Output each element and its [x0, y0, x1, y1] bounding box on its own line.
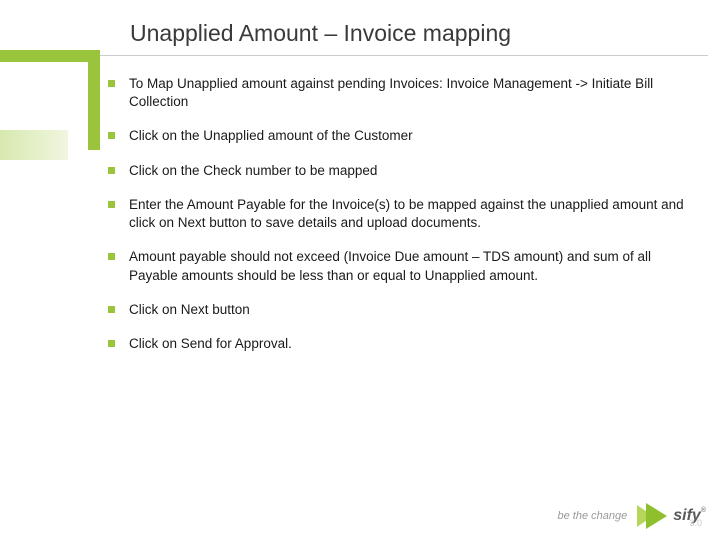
- page-number: 3.0: [689, 518, 702, 528]
- bullet-icon: [108, 306, 115, 313]
- footer-tagline: be the change: [558, 510, 628, 522]
- side-fade-block: [0, 130, 68, 160]
- footer: be the change sify®: [558, 502, 706, 530]
- list-item: Click on the Check number to be mapped: [108, 162, 690, 180]
- list-item: Amount payable should not exceed (Invoic…: [108, 248, 690, 284]
- accent-bar-horizontal: [0, 50, 100, 62]
- bullet-text: Click on the Check number to be mapped: [129, 162, 377, 180]
- bullet-icon: [108, 80, 115, 87]
- accent-bar-vertical: [88, 50, 100, 150]
- list-item: Click on Next button: [108, 301, 690, 319]
- bullet-text: To Map Unapplied amount against pending …: [129, 75, 690, 111]
- title-underline: [100, 55, 708, 56]
- list-item: Click on the Unapplied amount of the Cus…: [108, 127, 690, 145]
- bullet-text: Click on the Unapplied amount of the Cus…: [129, 127, 413, 145]
- registered-mark: ®: [701, 507, 706, 514]
- bullet-icon: [108, 201, 115, 208]
- list-item: Enter the Amount Payable for the Invoice…: [108, 196, 690, 232]
- bullet-list: To Map Unapplied amount against pending …: [108, 75, 690, 369]
- bullet-icon: [108, 132, 115, 139]
- list-item: Click on Send for Approval.: [108, 335, 690, 353]
- bullet-icon: [108, 340, 115, 347]
- list-item: To Map Unapplied amount against pending …: [108, 75, 690, 111]
- play-icon: [637, 502, 671, 530]
- bullet-icon: [108, 167, 115, 174]
- page-title: Unapplied Amount – Invoice mapping: [130, 20, 511, 47]
- bullet-text: Click on Send for Approval.: [129, 335, 292, 353]
- bullet-text: Click on Next button: [129, 301, 250, 319]
- bullet-text: Enter the Amount Payable for the Invoice…: [129, 196, 690, 232]
- bullet-text: Amount payable should not exceed (Invoic…: [129, 248, 690, 284]
- bullet-icon: [108, 253, 115, 260]
